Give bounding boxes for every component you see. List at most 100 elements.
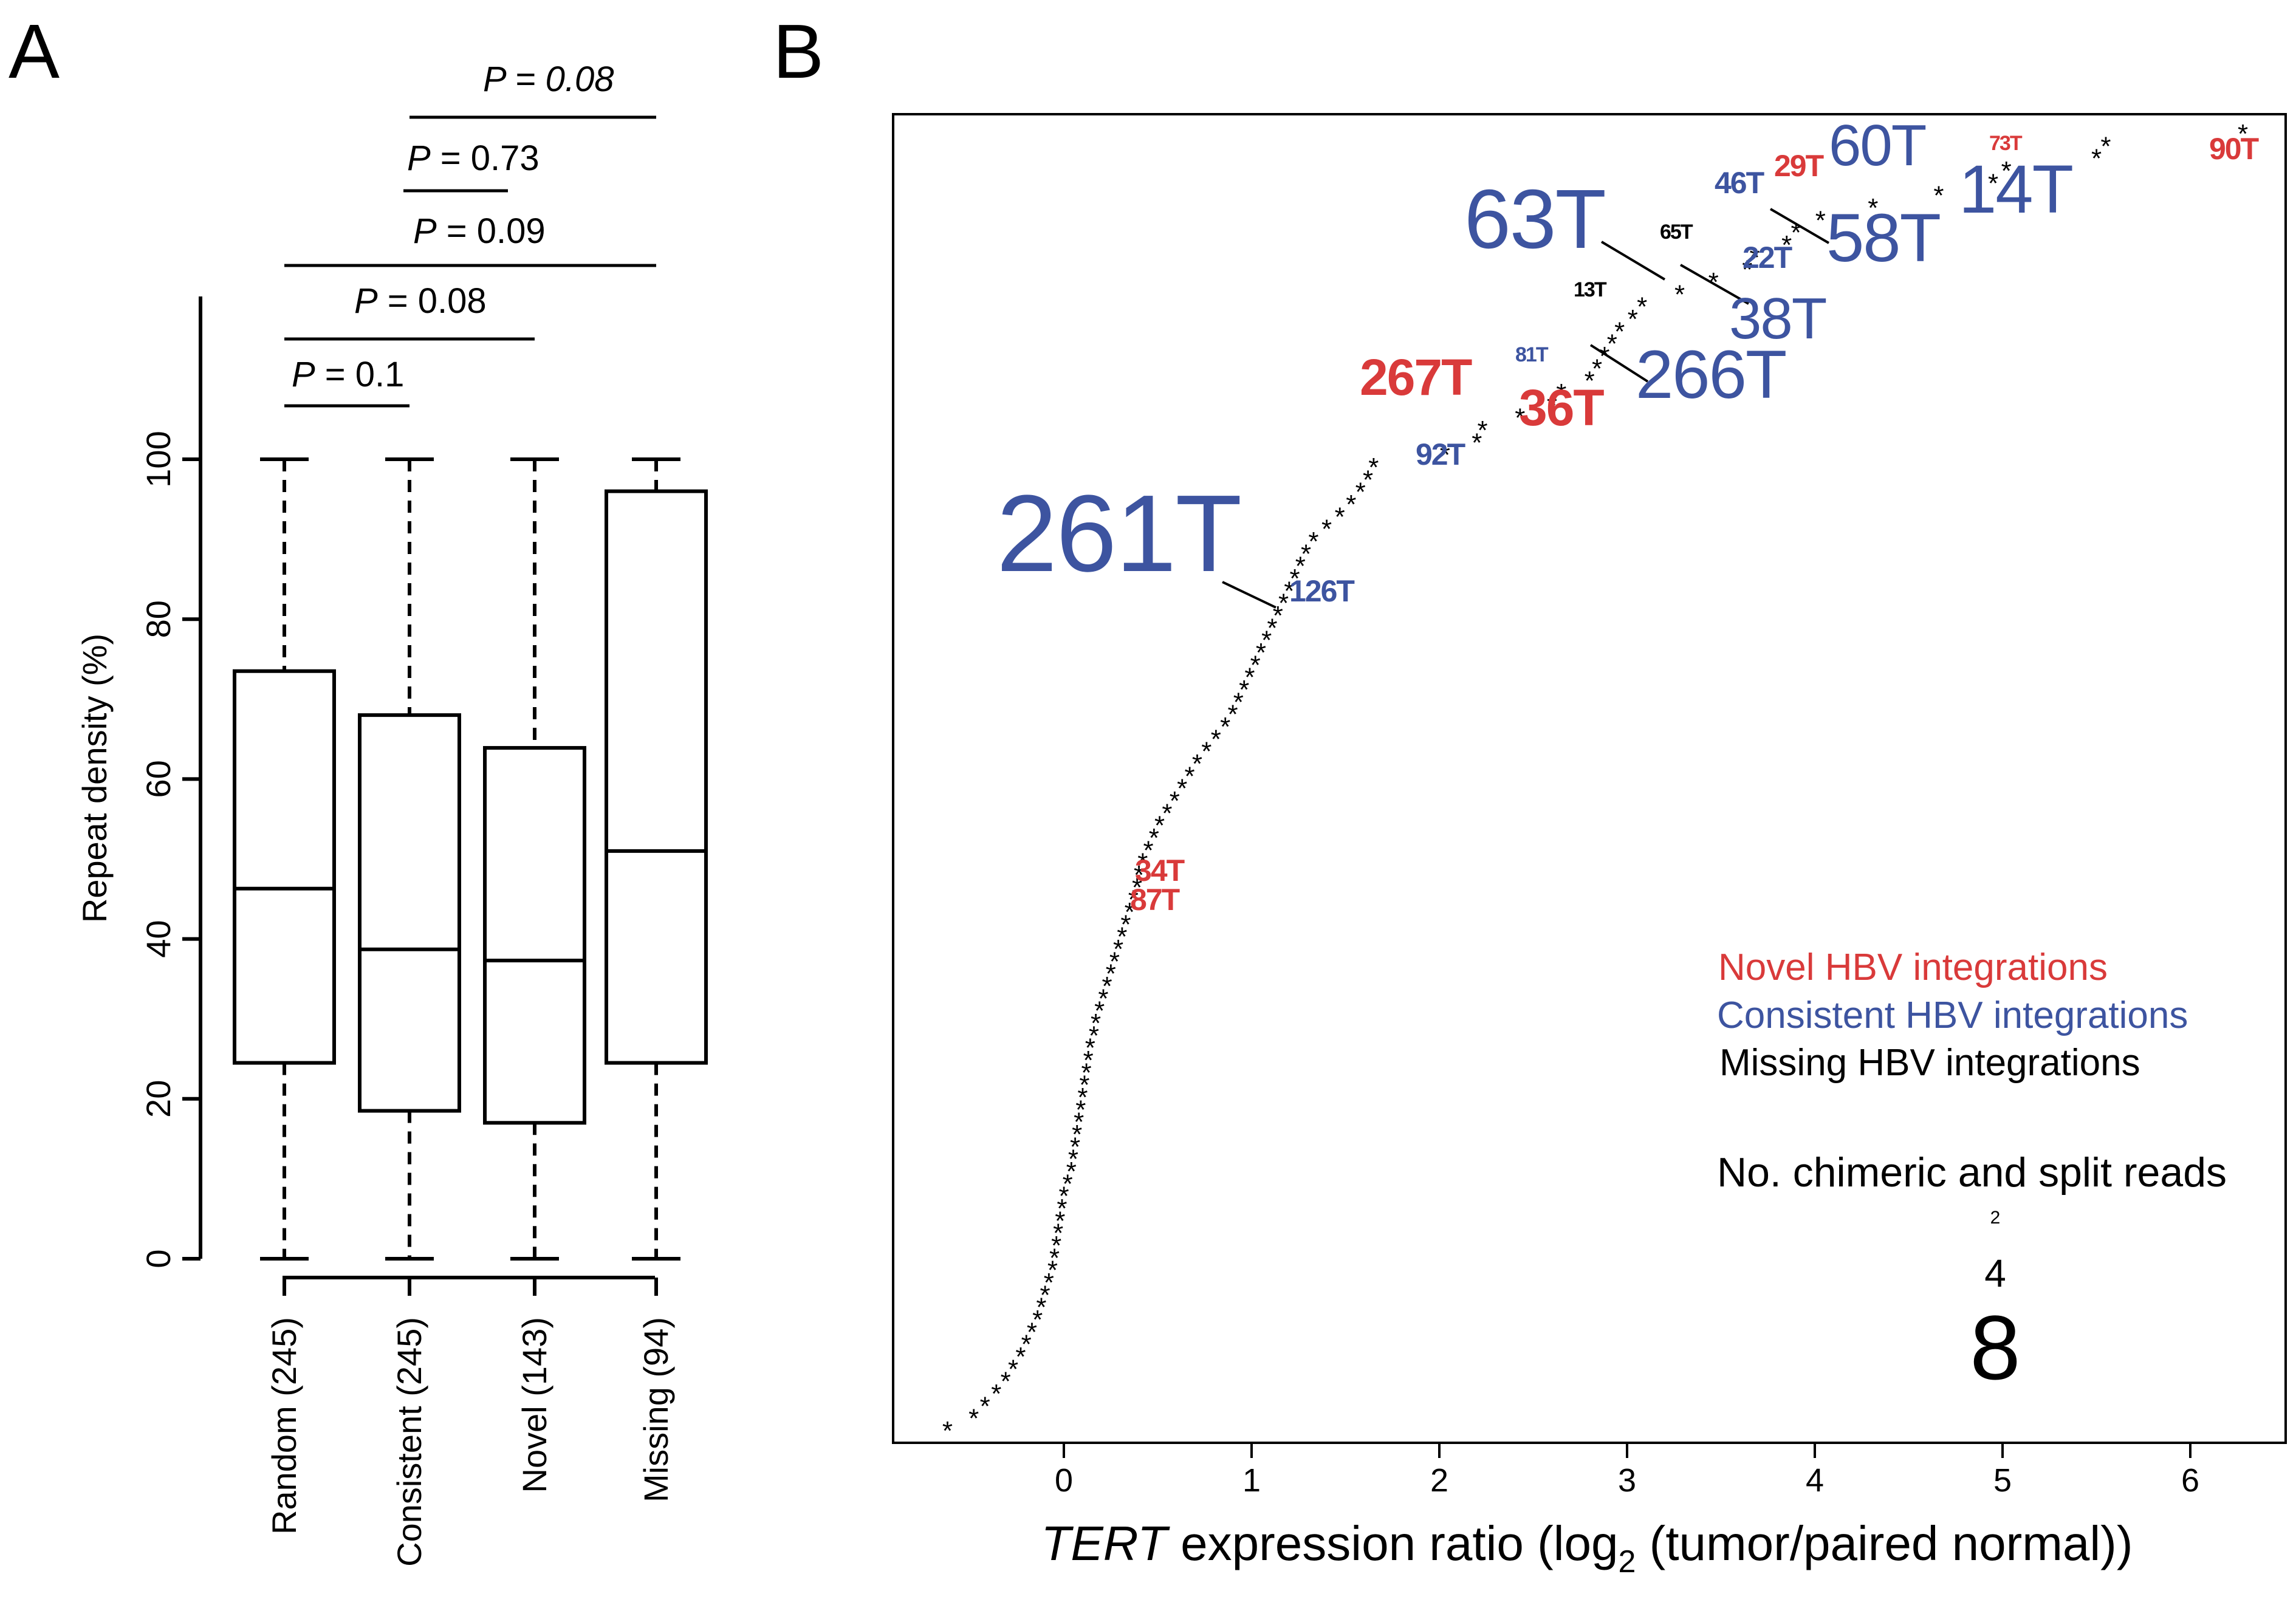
data-point: *	[1132, 872, 1142, 902]
comparison-2: P = 0.09	[284, 211, 656, 267]
y-tick-label: 60	[139, 760, 177, 798]
data-point: *	[1089, 1021, 1099, 1050]
x-axis-label-sub: 2	[1619, 1544, 1636, 1579]
data-point: *	[1301, 539, 1311, 569]
data-point: *	[1170, 786, 1180, 816]
x-axis-label-end: (tumor/paired normal))	[1636, 1516, 2133, 1570]
data-point: *	[1295, 552, 1306, 581]
data-point: *	[1117, 922, 1127, 952]
data-point: *	[1075, 1095, 1086, 1124]
x-tick-label: 4	[1806, 1462, 1824, 1499]
x-tick-label: Novel (143)	[515, 1317, 553, 1493]
data-point: *	[1077, 1083, 1088, 1112]
data-point: *	[1063, 1169, 1073, 1199]
p-value-label: P = 0.1	[292, 355, 404, 394]
label-leader	[1589, 344, 1649, 383]
box-3	[605, 457, 708, 1261]
data-point: *	[1201, 737, 1211, 767]
data-point: *	[1628, 304, 1638, 334]
data-point: *	[1068, 1145, 1078, 1174]
data-point: *	[1346, 490, 1356, 519]
data-point: *	[1085, 1033, 1095, 1063]
data-point: *	[1106, 959, 1116, 989]
data-point: *	[1154, 811, 1165, 841]
data-point: *	[1556, 378, 1566, 408]
data-point: *	[2091, 144, 2102, 174]
iqr-box	[605, 489, 708, 1065]
data-point: *	[1091, 1008, 1101, 1038]
data-point: *	[1058, 1182, 1069, 1211]
sample-label: 58T	[1826, 200, 1940, 276]
data-point: *	[968, 1404, 979, 1434]
comparison-1: P = 0.08	[284, 281, 535, 341]
data-point: *	[1933, 181, 1944, 211]
data-point: *	[1094, 996, 1105, 1026]
data-point: *	[1599, 341, 1609, 371]
panel-b-label: B	[773, 9, 824, 94]
sample-label: 267T	[1360, 349, 1472, 406]
data-point: *	[1098, 984, 1108, 1013]
data-point: *	[991, 1379, 1001, 1409]
data-point: *	[1021, 1330, 1032, 1360]
y-tick-label: 80	[139, 600, 177, 638]
sample-label: 13T	[1574, 278, 1607, 301]
data-point: *	[1137, 848, 1148, 878]
size-legend-2: 2	[1990, 1208, 2001, 1228]
data-point: *	[1015, 1342, 1026, 1372]
x-tick-label: Missing (94)	[637, 1317, 675, 1502]
data-point: *	[1515, 403, 1525, 433]
data-point: *	[1047, 1256, 1058, 1285]
data-point: *	[1637, 292, 1647, 322]
data-point: *	[1781, 230, 1792, 260]
size-legend-4: 4	[1984, 1251, 2006, 1295]
plot-frame	[892, 113, 2287, 1444]
sample-label: 266T	[1636, 337, 1786, 412]
data-point: *	[1363, 465, 1373, 495]
data-point: *	[1478, 416, 1488, 445]
data-point: *	[1592, 354, 1602, 383]
data-point: *	[1244, 663, 1255, 693]
p-value-label: P = 0.08	[354, 281, 487, 321]
y-axis-label: Repeat density (%)	[75, 634, 114, 923]
data-point: *	[1585, 366, 1595, 396]
sample-label: 126T	[1289, 574, 1354, 608]
data-point: *	[1472, 428, 1482, 457]
label-leader	[1600, 241, 1666, 281]
data-point: *	[1027, 1317, 1037, 1347]
data-point: *	[1184, 761, 1194, 791]
y-tick-label: 40	[139, 920, 177, 957]
data-point: *	[1674, 279, 1685, 309]
label-leader	[1222, 581, 1277, 609]
sample-label: 14T	[1959, 151, 2072, 227]
data-point: *	[1143, 835, 1153, 865]
data-point: *	[2238, 119, 2248, 149]
data-point: *	[1192, 749, 1202, 779]
x-tick-label: 1	[1242, 1462, 1261, 1499]
data-point: *	[1057, 1194, 1067, 1223]
sample-label: 22T	[1743, 241, 1792, 275]
data-point: *	[1001, 1367, 1011, 1397]
data-point: *	[1070, 1132, 1080, 1162]
y-tick-label: 0	[139, 1249, 177, 1268]
data-point: *	[1308, 527, 1318, 556]
data-point: *	[1278, 589, 1289, 618]
data-point: *	[1868, 193, 1878, 223]
box-2	[483, 457, 586, 1261]
x-axis-label-gene: TERT	[1041, 1516, 1171, 1570]
legend-novel: Novel HBV integrations	[1718, 946, 2108, 988]
data-point: *	[1261, 626, 1272, 655]
data-point: *	[1125, 897, 1135, 927]
x-tick-label: 3	[1618, 1462, 1636, 1499]
sample-label: 36T	[1519, 379, 1604, 436]
data-point: *	[1750, 242, 1760, 272]
data-point: *	[1081, 1058, 1092, 1087]
comparison-3: P = 0.73	[403, 139, 540, 193]
data-point: *	[1074, 1107, 1084, 1137]
iqr-box	[483, 746, 586, 1125]
iqr-box	[233, 669, 336, 1065]
data-point: *	[1355, 477, 1366, 507]
data-point: *	[1162, 798, 1172, 828]
sample-label: 261T	[996, 473, 1241, 595]
data-point: *	[1120, 909, 1131, 939]
data-point: *	[1040, 1280, 1050, 1310]
